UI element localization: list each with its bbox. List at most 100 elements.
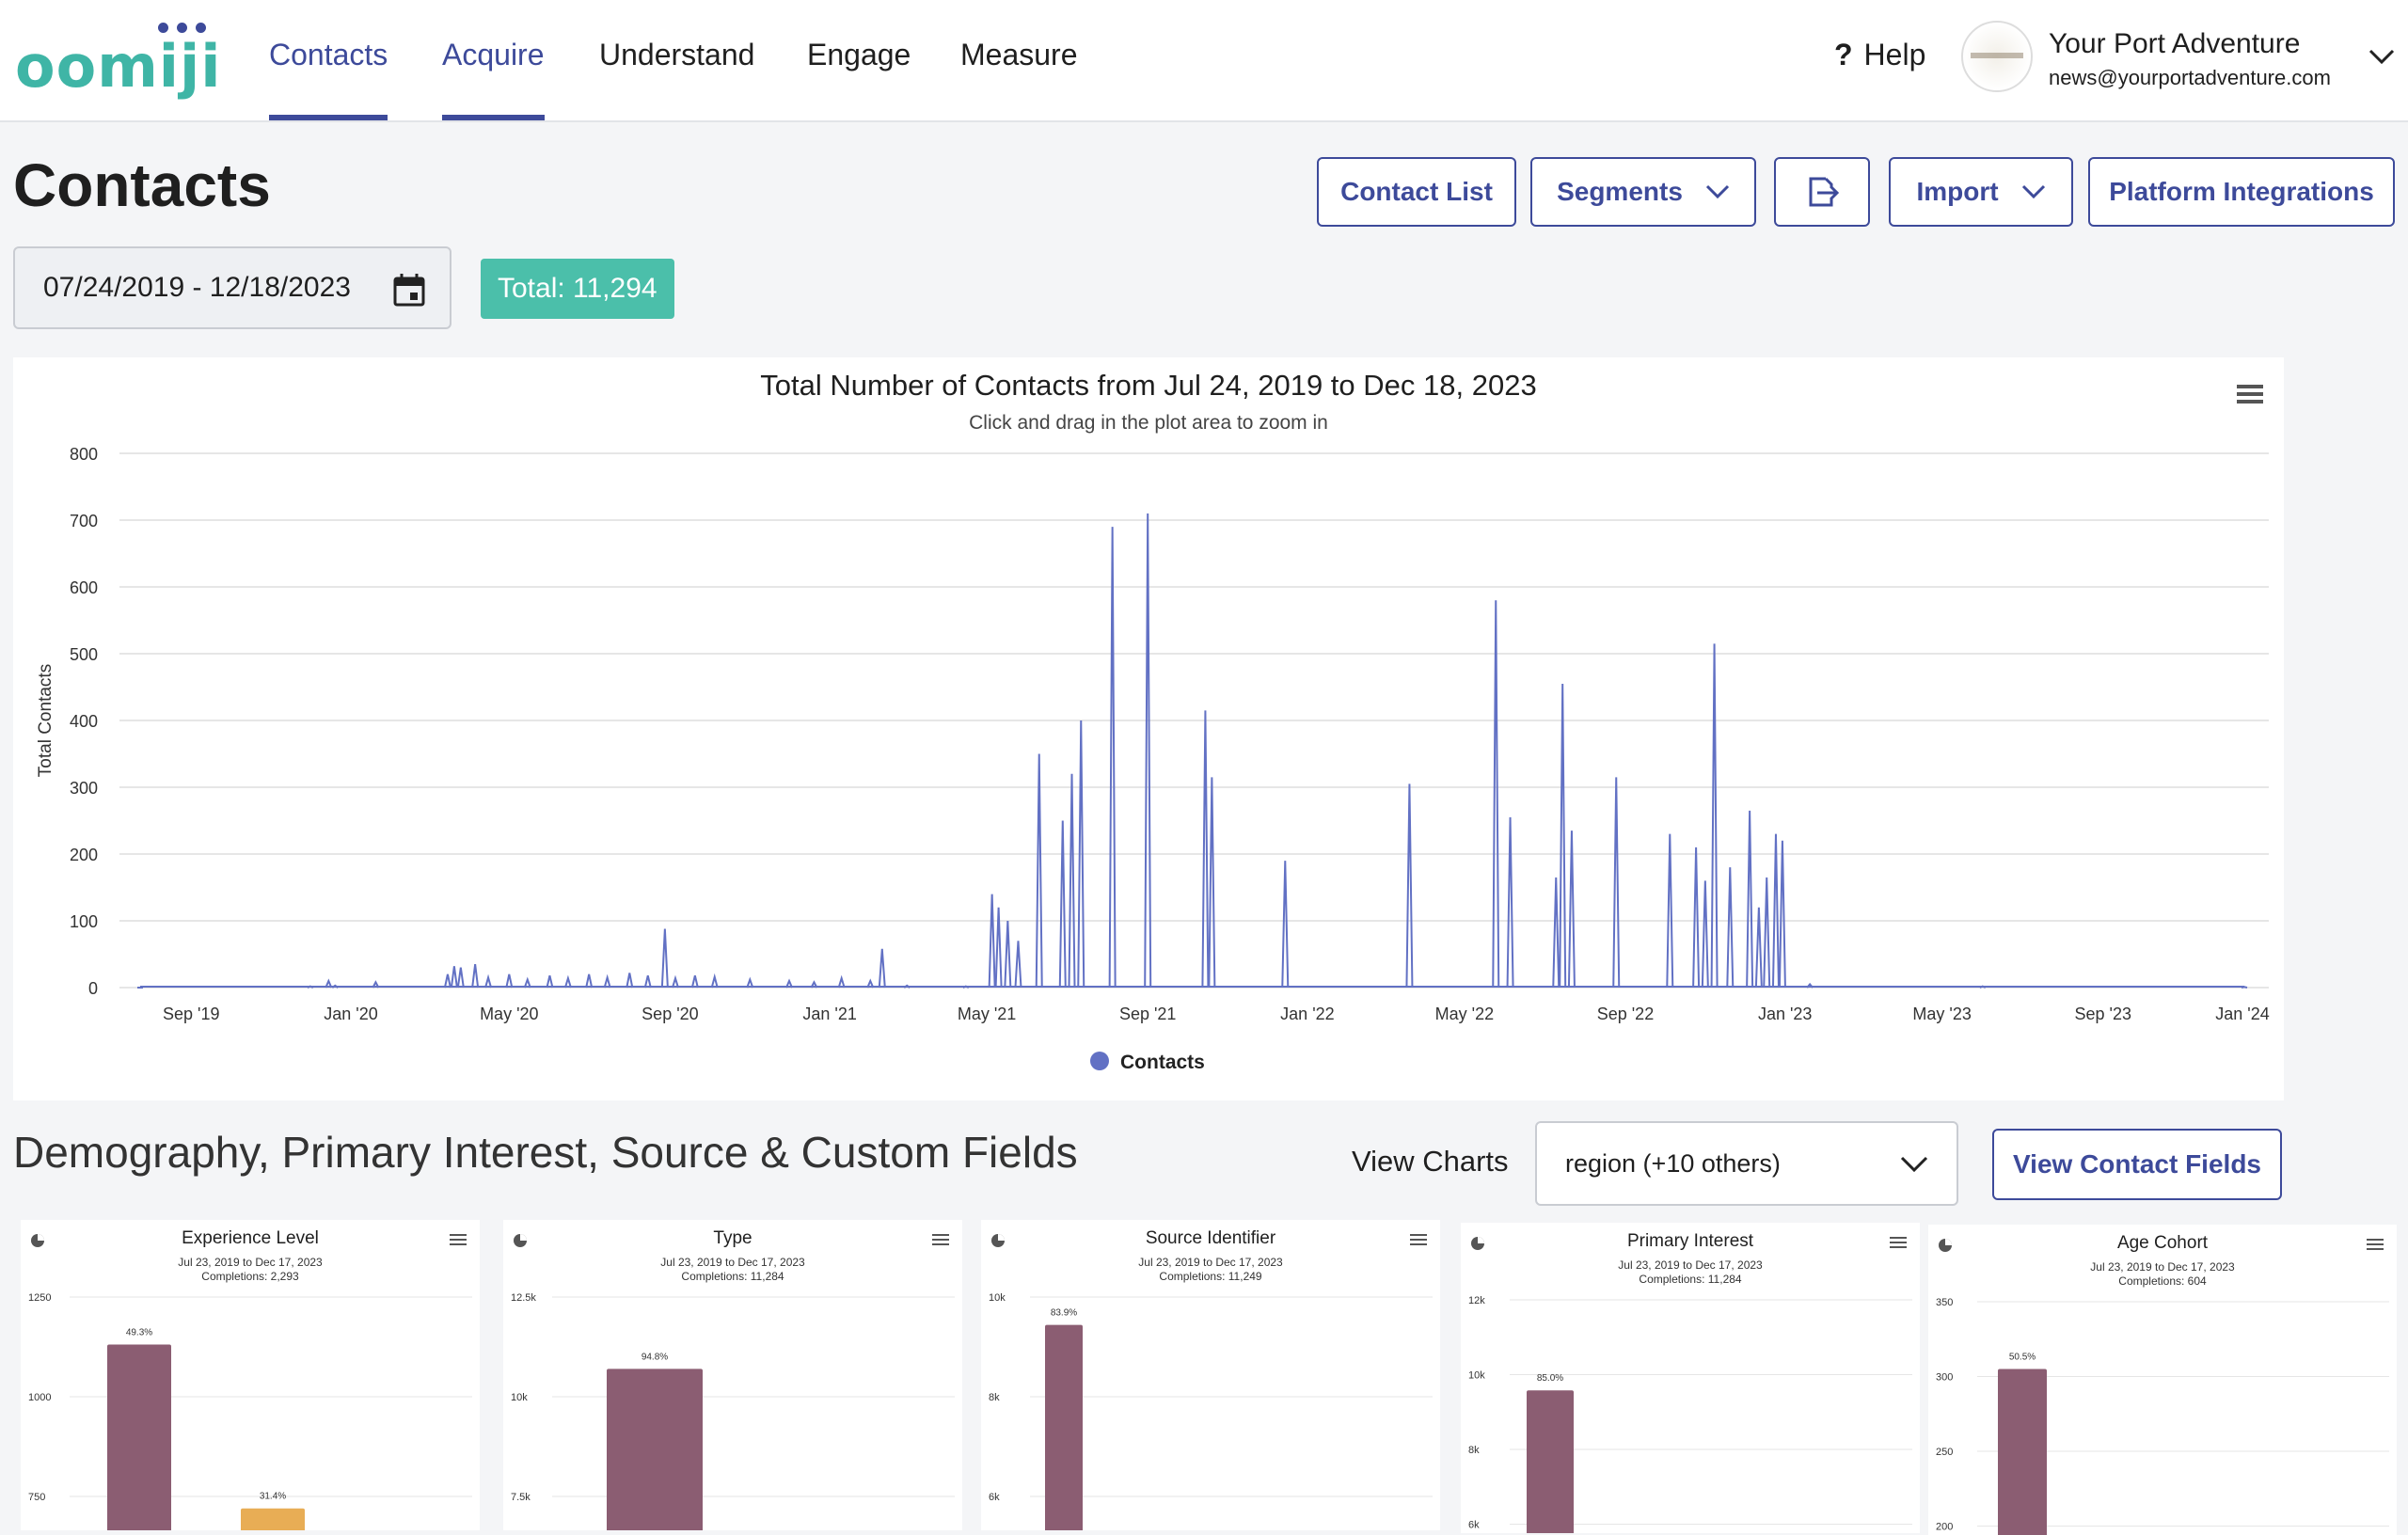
hamburger-menu-icon[interactable] [932,1233,949,1246]
segments-label: Segments [1557,177,1683,206]
help-link[interactable]: ? Help [1834,38,1925,72]
nav-contacts[interactable]: Contacts [269,38,388,120]
nav-acquire[interactable]: Acquire [442,38,545,120]
data-point [1506,816,1514,989]
data-point [2241,986,2248,989]
pie-chart-icon[interactable] [30,1233,45,1248]
data-point [785,978,793,989]
x-tick-label: Jan '20 [324,1005,377,1023]
mini-chart-dates: Jul 23, 2019 to Dec 17, 2023 [1138,1256,1283,1269]
mini-chart-completions: Completions: 11,249 [1159,1270,1262,1283]
segments-button[interactable]: Segments [1530,157,1756,227]
contacts-line-chart[interactable]: 0 100 200 300 400 500 600 700 800 Total Contacts S… [13,357,2284,1100]
data-point [450,966,458,989]
mini-chart-card: 15020025030035050.5%27.2% Age Cohort Jul… [1928,1225,2397,1535]
data-point [1077,720,1085,989]
pie-chart-icon[interactable] [990,1233,1006,1248]
data-point [660,928,669,989]
bar-data-label: 94.8% [642,1352,668,1362]
bar [1527,1390,1574,1533]
data-point [810,980,818,989]
nav-understand[interactable]: Understand [599,38,755,71]
hamburger-menu-icon[interactable] [1410,1233,1427,1246]
pie-chart-icon[interactable] [1938,1238,1953,1253]
hamburger-menu-icon[interactable] [1890,1236,1907,1249]
data-point [1771,833,1780,989]
page-title: Contacts [13,151,271,219]
contact-list-button[interactable]: Contact List [1317,157,1516,227]
x-tick-label: Sep '22 [1597,1005,1655,1023]
data-point [746,976,754,989]
data-point [1004,920,1012,989]
pie-chart-icon[interactable] [1470,1236,1485,1251]
data-point [903,984,911,989]
region-select[interactable]: region (+10 others) [1535,1121,1958,1206]
mini-chart-dates: Jul 23, 2019 to Dec 17, 2023 [2090,1260,2235,1274]
data-point [1754,907,1763,989]
mini-bar-chart[interactable]: 6k 8k 10k 12k 85.0% [1461,1223,1920,1533]
data-point [372,980,380,989]
data-point [523,976,531,989]
data-point [331,984,339,989]
nav-engage[interactable]: Engage [807,38,911,71]
date-range-value: 07/24/2019 - 12/18/2023 [43,272,351,303]
view-contact-fields-button[interactable]: View Contact Fields [1992,1129,2282,1200]
data-point [988,894,996,989]
chevron-down-icon[interactable] [2368,47,2395,66]
mini-chart-dates: Jul 23, 2019 to Dec 17, 2023 [1618,1258,1763,1272]
avatar-logo-mark [1971,53,2023,58]
oomiji-logo[interactable]: oomiji [15,21,221,101]
data-point [443,973,452,989]
data-point [1778,840,1786,989]
logo-text: oomiji [15,32,222,101]
platform-integrations-button[interactable]: Platform Integrations [2088,157,2395,227]
export-button[interactable] [1774,157,1870,227]
top-nav: oomiji Contacts Acquire Understand Engag… [0,0,2408,122]
chart-subtitle: Click and drag in the plot area to zoom … [969,412,1328,434]
logo-dot [177,23,187,33]
data-point [1281,861,1290,989]
bar [1045,1324,1083,1530]
data-point [690,974,699,989]
mini-bar-chart[interactable]: 4k6k8k10k83.9% [981,1220,1440,1530]
mini-chart-completions: Completions: 2,293 [201,1270,299,1283]
date-range-picker[interactable]: 07/24/2019 - 12/18/2023 [13,246,452,329]
logo-dot [158,23,168,33]
x-tick-label: Jan '24 [2215,1005,2269,1023]
y-tick-label: 6k [1468,1520,1480,1531]
import-label: Import [1916,177,1999,206]
hamburger-menu-icon[interactable] [450,1233,467,1246]
data-point [1035,753,1043,989]
y-tick-label: 100 [70,912,98,931]
mini-chart-title: Primary Interest [1626,1231,1754,1251]
data-point [962,985,970,989]
x-tick-label: Jan '21 [802,1005,856,1023]
mini-chart-title: Source Identifier [1145,1228,1276,1248]
data-point [1612,777,1621,989]
help-label: Help [1863,38,1926,71]
data-point [546,974,554,989]
account-avatar[interactable] [1961,21,2033,92]
import-button[interactable]: Import [1889,157,2073,227]
pie-chart-icon[interactable] [513,1233,528,1248]
bar [607,1369,703,1530]
y-tick-label: 7.5k [511,1492,531,1503]
hamburger-menu-icon[interactable] [2235,382,2265,406]
calendar-icon [393,274,425,307]
account-name: Your Port Adventure [2049,28,2301,59]
x-tick-label: May '22 [1435,1005,1494,1023]
y-tick-label: 500 [70,645,98,664]
x-tick-label: May '23 [1912,1005,1971,1023]
nav-measure[interactable]: Measure [960,38,1078,71]
data-point [1726,867,1735,989]
mini-chart-card: 4k6k8k10k83.9% Source Identifier Jul 23,… [981,1220,1440,1530]
y-tick-label: 300 [70,779,98,798]
data-point [1552,877,1560,989]
bar [1998,1369,2047,1535]
data-point [1108,527,1117,989]
y-tick-label: 8k [989,1392,1000,1403]
hamburger-menu-icon[interactable] [2367,1238,2384,1251]
contact-list-label: Contact List [1340,177,1493,206]
mini-chart-card: 6k 8k 10k 12k 85.0% Primary Interest Jul 23,… [1461,1223,1920,1533]
